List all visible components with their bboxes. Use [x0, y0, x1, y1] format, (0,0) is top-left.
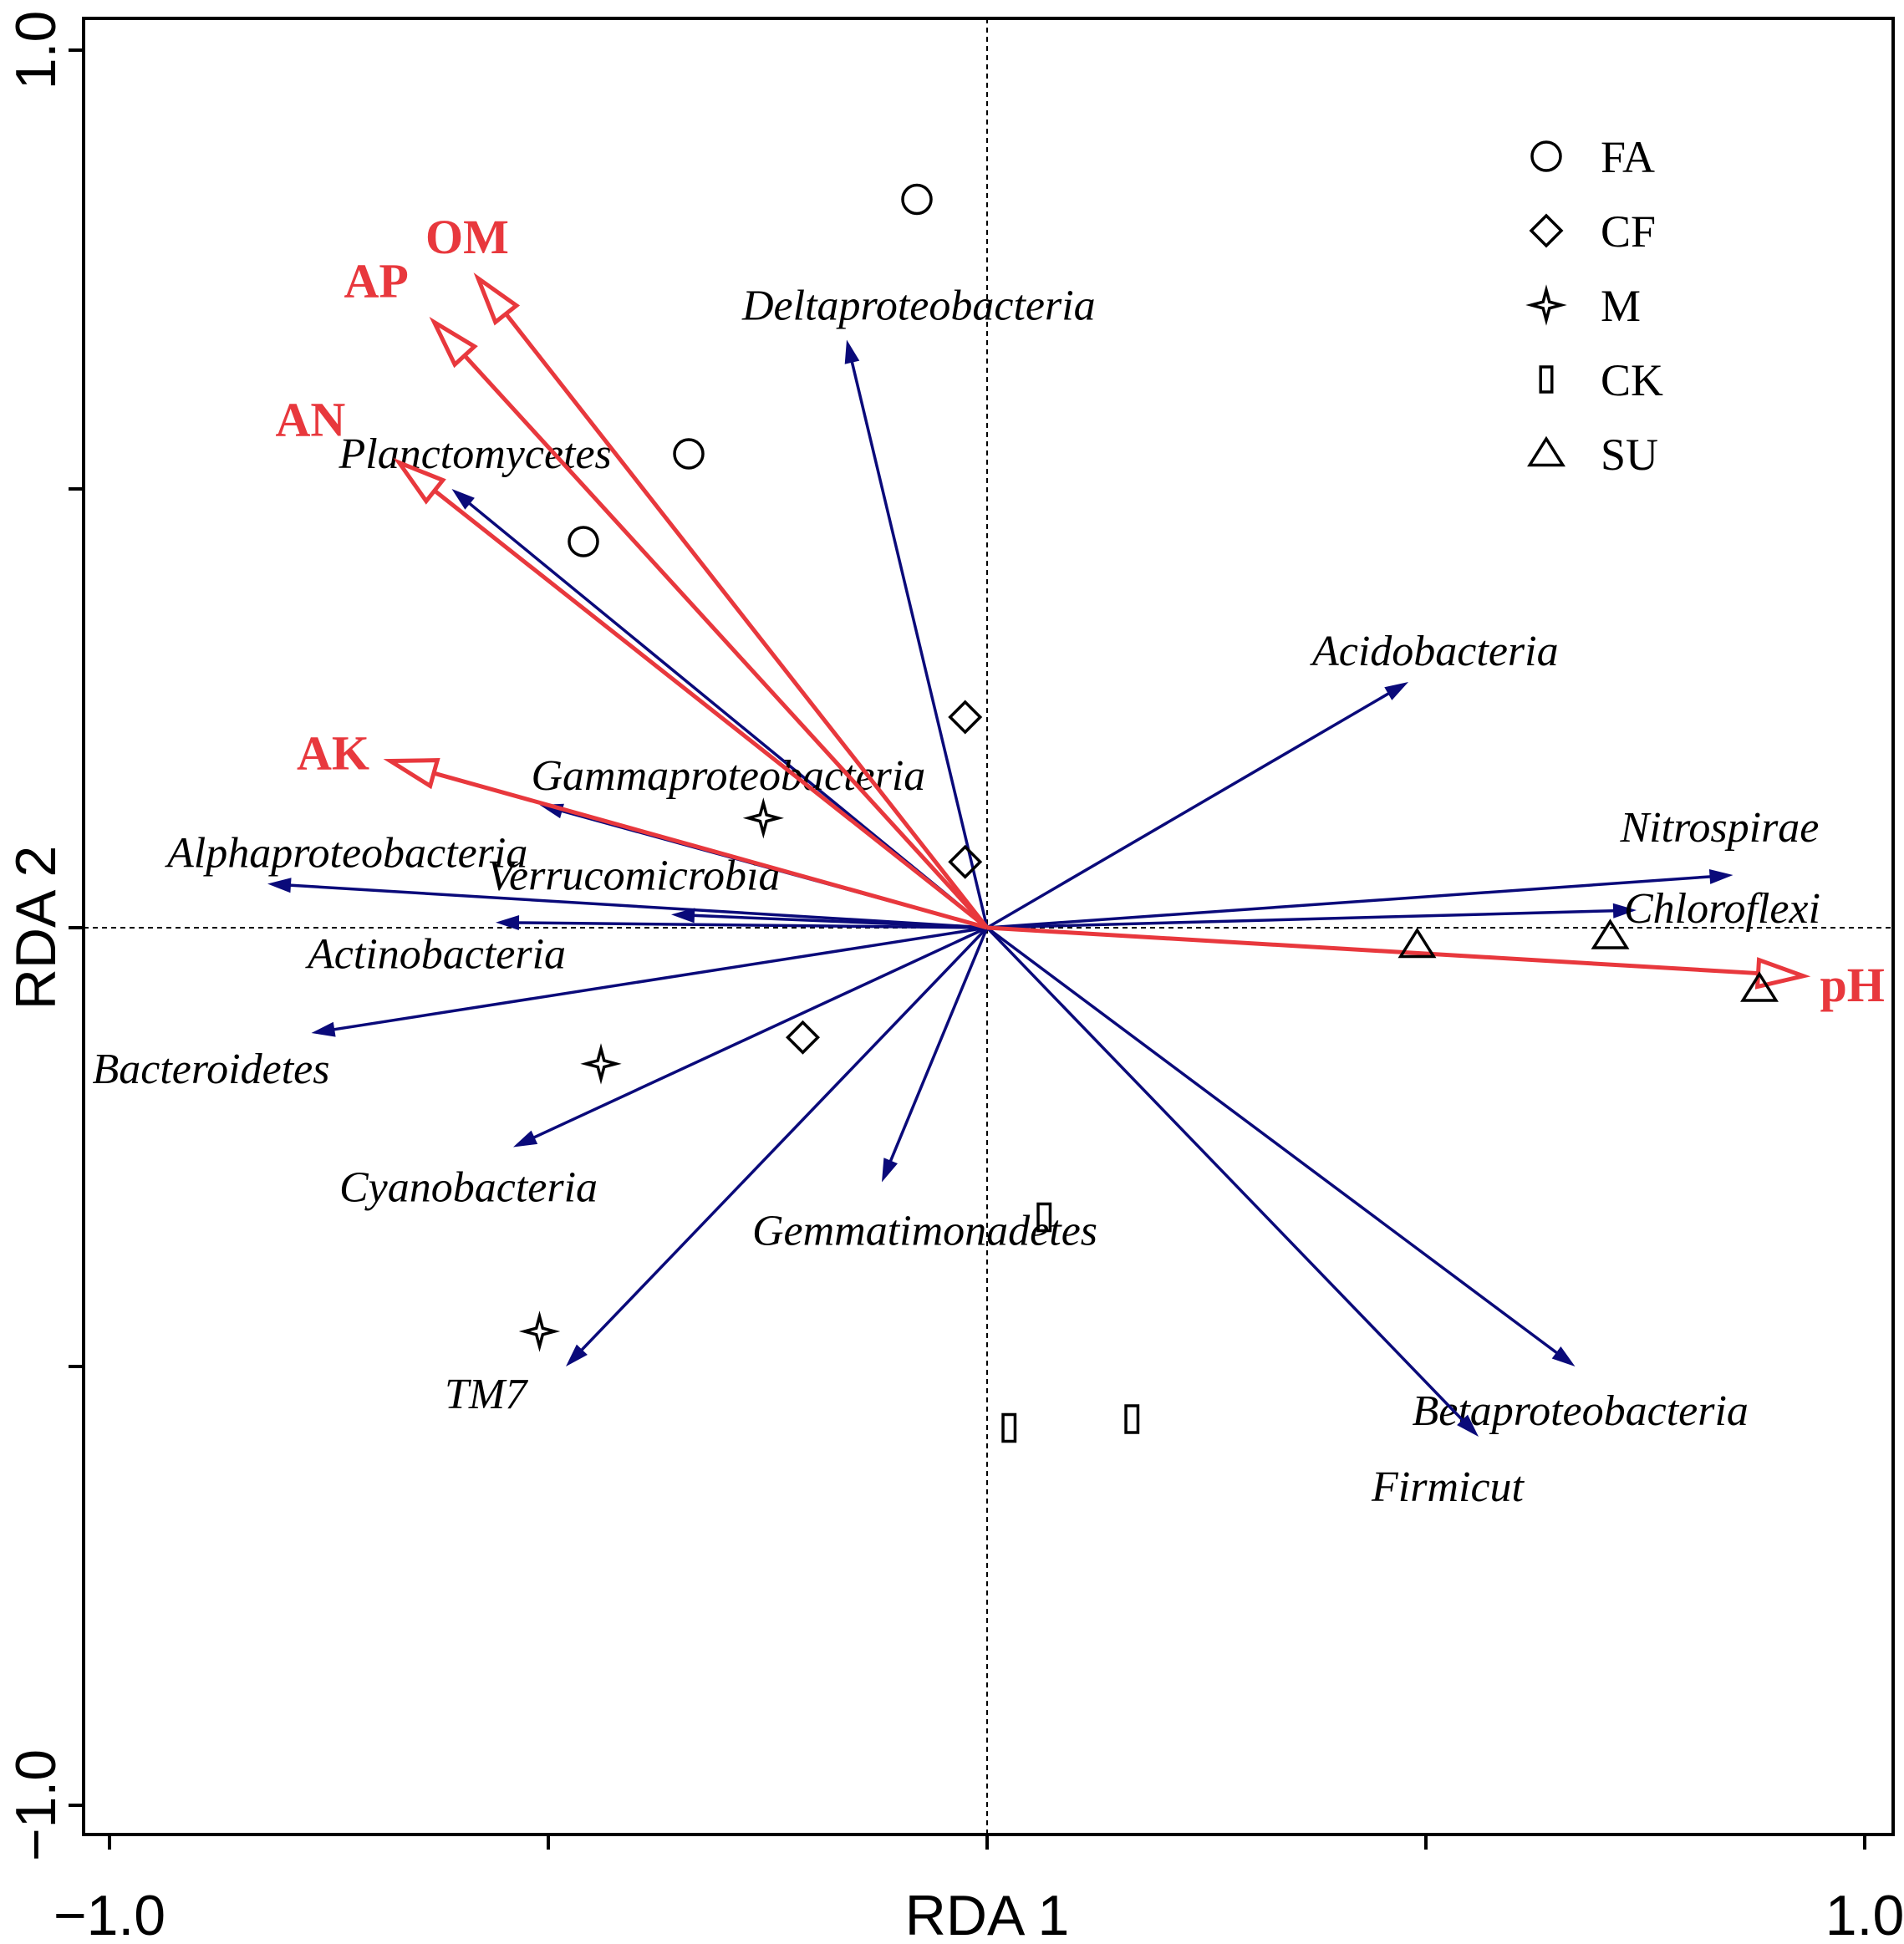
species-arrowhead-deltaproteobacteria	[844, 339, 860, 364]
species-arrow-actinobacteria	[514, 921, 988, 929]
species-arrowhead-alphaproteobacteria	[267, 878, 292, 893]
legend-label-m: M	[1601, 281, 1641, 331]
env-arrow-ph	[986, 925, 1759, 976]
env-arrow-an	[433, 489, 989, 929]
env-arrow-ap	[463, 354, 989, 929]
species-arrowhead-acidobacteria	[1384, 682, 1408, 700]
site-marker-fa	[673, 438, 705, 470]
site-marker-m	[518, 1310, 561, 1352]
species-label-bacteroidetes: Bacteroidetes	[93, 1046, 330, 1093]
y-tick-label: 1.0	[4, 11, 68, 90]
species-arrowhead-tm7	[566, 1344, 588, 1366]
env-arrow-om	[504, 312, 989, 929]
y-axis-title: RDA 2	[4, 846, 68, 1010]
species-arrowhead-nitrospirae	[1708, 869, 1733, 884]
site-marker-su	[1397, 927, 1437, 959]
species-label-planctomycetes: Planctomycetes	[339, 430, 612, 478]
env-arrow-ak	[433, 771, 988, 930]
species-arrow-verrucomicrobia	[690, 913, 988, 929]
species-arrow-acidobacteria	[986, 690, 1393, 929]
species-label-firmicut: Firmicut	[1371, 1463, 1525, 1511]
vectors: Deltaproteobacteria Planctomycetes Gammapr…	[93, 210, 1885, 1511]
species-arrowhead-bacteroidetes	[311, 1021, 336, 1037]
species-arrow-firmicut	[985, 926, 1467, 1425]
species-arrow-nitrospirae	[986, 874, 1715, 929]
species-arrow-chloroflexi	[986, 908, 1618, 929]
species-label-gammaproteobacteria: Gammaproteobacteria	[532, 752, 926, 800]
legend-marker-m	[1525, 284, 1567, 326]
env-arrowhead-ak	[383, 758, 440, 790]
species-label-alphaproteobacteria: Alphaproteobacteria	[165, 830, 527, 878]
species-arrowhead-betaproteobacteria	[1551, 1346, 1576, 1366]
species-arrowhead-chloroflexi	[1612, 903, 1637, 919]
x-tick-label: −1.0	[53, 1884, 165, 1944]
legend: FA CF M CK SU	[1525, 132, 1663, 480]
x-axis-title: RDA 1	[905, 1884, 1070, 1944]
species-label-cyanobacteria: Cyanobacteria	[339, 1164, 598, 1212]
env-arrowhead-om	[473, 272, 521, 326]
sites	[518, 183, 1779, 1443]
site-marker-cf	[948, 844, 983, 879]
species-arrowhead-planctomycetes	[451, 489, 475, 510]
y-tick-label: −1.0	[4, 1749, 68, 1861]
env-arrowhead-ap	[429, 316, 478, 369]
species-arrow-alphaproteobacteria	[286, 883, 988, 929]
env-label-ak: AK	[297, 726, 369, 781]
species-label-verrucomicrobia: Verrucomicrobia	[487, 852, 780, 899]
legend-label-cf: CF	[1601, 206, 1656, 257]
site-marker-ck	[1001, 1412, 1017, 1443]
env-arrowhead-an	[393, 458, 446, 505]
site-marker-m	[580, 1043, 622, 1085]
species-arrow-gemmatimonadetes	[887, 927, 989, 1166]
legend-label-su: SU	[1601, 430, 1658, 480]
species-label-nitrospirae: Nitrospirae	[1620, 804, 1820, 852]
species-label-acidobacteria: Acidobacteria	[1310, 628, 1559, 675]
species-label-tm7: TM7	[445, 1371, 528, 1418]
site-marker-cf	[948, 700, 983, 735]
site-marker-fa	[901, 183, 933, 216]
species-arrow-tm7	[578, 926, 989, 1355]
species-arrow-bacteroidetes	[329, 926, 988, 1032]
legend-marker-ck	[1539, 365, 1554, 394]
site-marker-fa	[568, 526, 599, 557]
legend-marker-fa	[1530, 140, 1562, 172]
env-label-ap: AP	[344, 254, 409, 308]
species-arrow-deltaproteobacteria	[849, 357, 989, 929]
env-label-om: OM	[425, 210, 509, 264]
x-tick-label: 1.0	[1825, 1884, 1904, 1944]
species-arrow-cyanobacteria	[529, 926, 988, 1141]
species-arrow-betaproteobacteria	[985, 926, 1561, 1357]
species-arrowhead-gemmatimonadetes	[882, 1158, 898, 1183]
env-label-ph: pH	[1820, 958, 1885, 1012]
legend-label-ck: CK	[1601, 355, 1663, 405]
site-marker-su	[1740, 971, 1779, 1002]
site-marker-cf	[786, 1020, 820, 1055]
site-marker-ck	[1036, 1202, 1052, 1233]
species-label-chloroflexi: Chloroflexi	[1624, 885, 1820, 933]
species-label-deltaproteobacteria: Deltaproteobacteria	[741, 282, 1096, 330]
site-marker-su	[1591, 919, 1630, 949]
species-label-actinobacteria: Actinobacteria	[305, 931, 566, 979]
legend-marker-su	[1527, 435, 1565, 467]
site-marker-m	[742, 797, 784, 839]
axes: −1.0 1.0 1.0 −1.0 RDA 1 RDA 2	[4, 11, 1904, 1944]
legend-marker-cf	[1529, 213, 1564, 248]
legend-label-fa: FA	[1601, 132, 1655, 182]
env-label-an: AN	[276, 393, 346, 447]
species-arrowhead-verrucomicrobia	[671, 908, 695, 924]
site-marker-ck	[1124, 1404, 1140, 1434]
species-arrowhead-actinobacteria	[496, 915, 520, 930]
species-arrowhead-firmicut	[1457, 1414, 1479, 1437]
species-arrowhead-cyanobacteria	[513, 1130, 538, 1148]
